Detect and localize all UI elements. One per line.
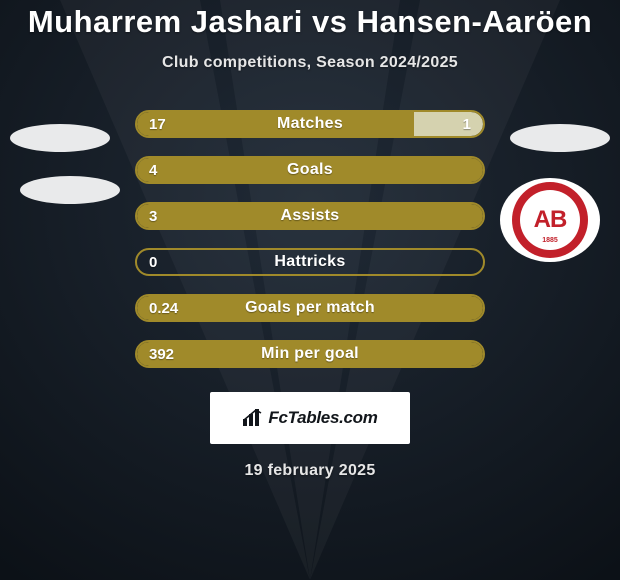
snapshot-date: 19 february 2025: [244, 462, 375, 480]
stat-label: Goals per match: [137, 299, 483, 317]
stat-row: 3Assists: [135, 202, 485, 230]
stat-label: Matches: [137, 115, 483, 133]
stat-label: Hattricks: [137, 253, 483, 271]
stat-bar: 0.24Goals per match: [135, 294, 485, 322]
stat-label: Goals: [137, 161, 483, 179]
stat-bar: 4Goals: [135, 156, 485, 184]
stat-row: 0.24Goals per match: [135, 294, 485, 322]
fctables-watermark: FcTables.com: [210, 392, 410, 444]
stat-bar: 0Hattricks: [135, 248, 485, 276]
bars-icon: [242, 409, 264, 427]
stat-label: Assists: [137, 207, 483, 225]
stat-row: 0Hattricks: [135, 248, 485, 276]
stat-row: 4Goals: [135, 156, 485, 184]
fctables-text: FcTables.com: [268, 408, 377, 428]
stat-bar: 3Assists: [135, 202, 485, 230]
stat-row: 171Matches: [135, 110, 485, 138]
stat-bar: 171Matches: [135, 110, 485, 138]
stats-list: 171Matches 4Goals 3Assists 0Hattricks 0.24Go…: [135, 110, 485, 386]
comparison-subtitle: Club competitions, Season 2024/2025: [162, 54, 458, 72]
stat-label: Min per goal: [137, 345, 483, 363]
stat-row: 392Min per goal: [135, 340, 485, 368]
comparison-title: Muharrem Jashari vs Hansen-Aaröen: [28, 4, 592, 40]
stat-bar: 392Min per goal: [135, 340, 485, 368]
